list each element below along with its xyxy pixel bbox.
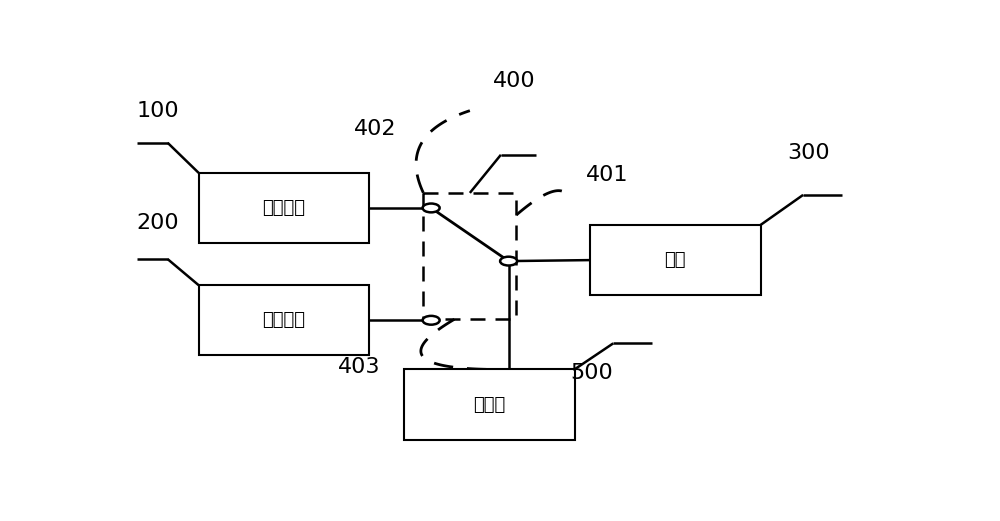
Circle shape (423, 204, 440, 213)
FancyBboxPatch shape (199, 173, 369, 243)
FancyBboxPatch shape (590, 225, 761, 295)
Text: 402: 402 (354, 119, 396, 139)
Circle shape (423, 316, 440, 325)
Text: 403: 403 (338, 357, 381, 377)
Text: 线圈: 线圈 (664, 251, 686, 269)
Text: 发射装置: 发射装置 (262, 199, 305, 217)
Text: 控制器: 控制器 (473, 395, 505, 414)
Text: 100: 100 (137, 101, 179, 121)
Text: 400: 400 (493, 70, 536, 91)
Text: 401: 401 (586, 165, 629, 185)
Circle shape (500, 257, 517, 266)
Text: 接收装置: 接收装置 (262, 311, 305, 329)
FancyBboxPatch shape (404, 369, 574, 440)
Text: 500: 500 (571, 364, 613, 383)
Text: 200: 200 (137, 213, 179, 233)
FancyBboxPatch shape (199, 285, 369, 355)
Text: 300: 300 (788, 143, 830, 163)
